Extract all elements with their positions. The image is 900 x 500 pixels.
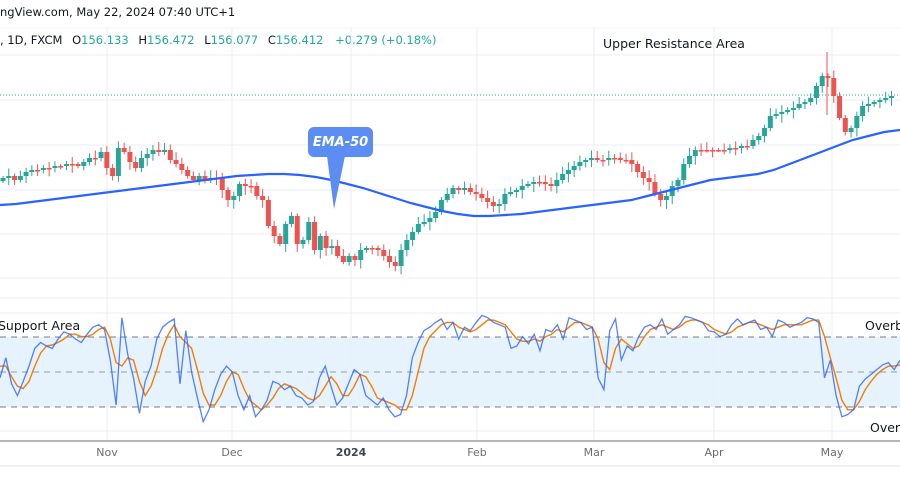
support-area-label: Support Area — [0, 318, 81, 333]
ema-callout-pointer — [327, 156, 345, 209]
oversold-label: Overs — [870, 420, 900, 435]
time-axis-label: Apr — [704, 446, 724, 459]
overbought-label: Overbo — [865, 318, 900, 333]
ema-callout: EMA-50 — [308, 127, 373, 157]
ohlc-legend: , 1D, FXCM O156.133 H156.472 L156.077 C1… — [0, 33, 436, 47]
low-label: L — [204, 33, 211, 47]
high-value: 156.472 — [147, 33, 195, 47]
time-axis-label: May — [820, 446, 844, 459]
high-label: H — [138, 33, 147, 47]
chart-source-timestamp: ngView.com, May 22, 2024 07:40 UTC+1 — [0, 5, 236, 19]
change-value: +0.279 (+0.18%) — [335, 33, 437, 47]
time-axis-label: 2024 — [335, 446, 367, 459]
price-candles — [0, 52, 894, 275]
time-axis-label: Dec — [221, 446, 243, 459]
stoch-k-line — [0, 314, 900, 424]
time-axis-label: Feb — [467, 446, 487, 459]
time-axis-label: Nov — [96, 446, 118, 459]
ema-50-line — [0, 128, 900, 218]
symbol-meta: , 1D, FXCM — [0, 33, 63, 47]
open-label: O — [72, 33, 82, 47]
time-axis-label: Mar — [583, 446, 605, 459]
upper-resistance-label: Upper Resistance Area — [603, 36, 745, 51]
close-label: C — [267, 33, 276, 47]
close-value: 156.412 — [275, 33, 324, 47]
low-value: 156.077 — [210, 33, 259, 47]
open-value: 156.133 — [81, 33, 129, 47]
